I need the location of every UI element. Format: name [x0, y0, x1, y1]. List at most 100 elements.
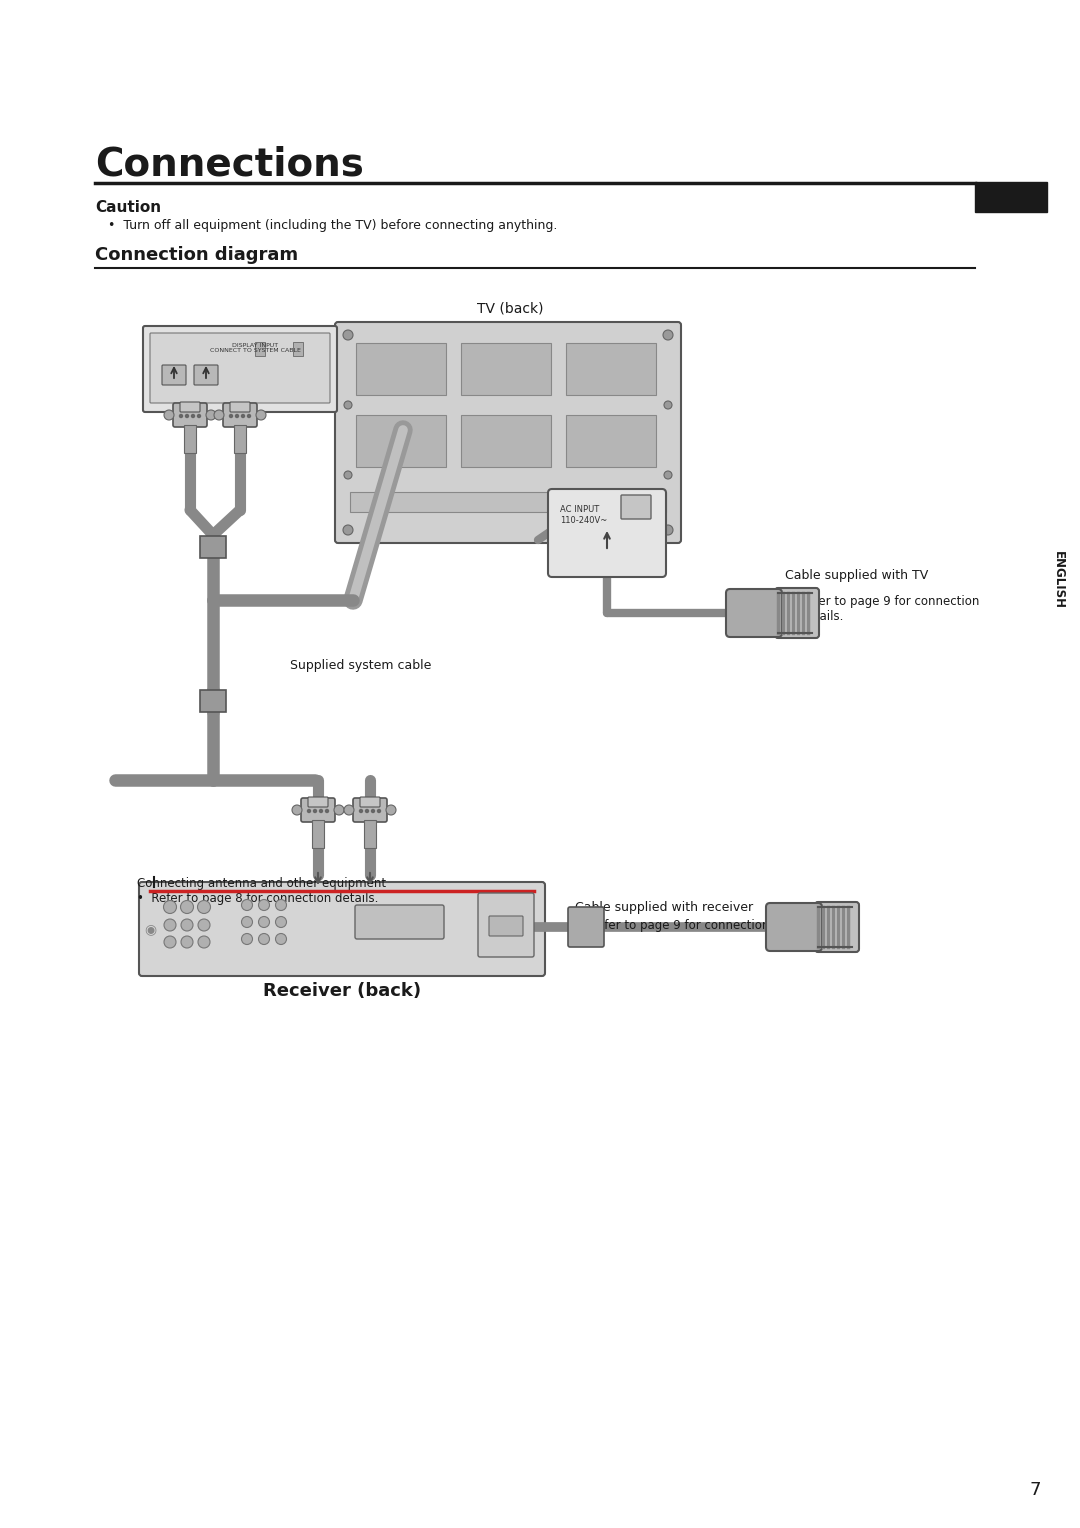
Circle shape: [372, 810, 375, 813]
Text: AC INPUT
110-240V~: AC INPUT 110-240V~: [561, 506, 607, 524]
Text: Caution: Caution: [95, 200, 161, 215]
Circle shape: [164, 937, 176, 947]
FancyBboxPatch shape: [222, 403, 257, 426]
Text: Connections: Connections: [95, 147, 364, 183]
FancyBboxPatch shape: [162, 365, 186, 385]
FancyBboxPatch shape: [355, 905, 444, 940]
FancyBboxPatch shape: [775, 588, 819, 639]
FancyBboxPatch shape: [194, 365, 218, 385]
FancyBboxPatch shape: [621, 495, 651, 520]
Circle shape: [164, 918, 176, 931]
Circle shape: [186, 414, 189, 417]
Circle shape: [180, 900, 193, 914]
Bar: [234, 425, 246, 452]
Bar: [350, 492, 666, 512]
Text: ENGLISH: ENGLISH: [1052, 552, 1065, 610]
FancyBboxPatch shape: [360, 798, 380, 807]
Circle shape: [242, 917, 253, 927]
Bar: [461, 416, 551, 468]
FancyBboxPatch shape: [143, 325, 337, 413]
Circle shape: [360, 810, 363, 813]
Circle shape: [258, 900, 270, 911]
Circle shape: [191, 414, 194, 417]
Text: Cable supplied with TV: Cable supplied with TV: [785, 570, 928, 582]
Circle shape: [275, 917, 286, 927]
Circle shape: [292, 805, 302, 814]
Bar: [255, 342, 265, 356]
Circle shape: [242, 900, 253, 911]
Text: •  Refer to page 9 for connection details.: • Refer to page 9 for connection details…: [575, 918, 816, 932]
FancyBboxPatch shape: [478, 892, 534, 957]
FancyBboxPatch shape: [766, 903, 822, 950]
Bar: [312, 821, 324, 848]
Circle shape: [345, 400, 352, 410]
Bar: [293, 342, 303, 356]
Text: •  Turn off all equipment (including the TV) before connecting anything.: • Turn off all equipment (including the …: [108, 220, 557, 232]
Bar: [356, 342, 446, 396]
Bar: [975, 182, 1047, 212]
FancyBboxPatch shape: [815, 902, 859, 952]
Circle shape: [242, 934, 253, 944]
FancyBboxPatch shape: [568, 908, 604, 947]
Circle shape: [345, 805, 354, 814]
Bar: [200, 536, 226, 558]
Text: ◉: ◉: [144, 921, 157, 937]
Text: DISPLAY INPUT
CONNECT TO SYSTEM CABLE: DISPLAY INPUT CONNECT TO SYSTEM CABLE: [210, 342, 300, 353]
FancyBboxPatch shape: [726, 588, 782, 637]
Circle shape: [247, 414, 251, 417]
Circle shape: [664, 471, 672, 478]
Text: Supplied system cable: Supplied system cable: [291, 659, 431, 671]
FancyBboxPatch shape: [301, 798, 335, 822]
FancyBboxPatch shape: [139, 882, 545, 976]
Circle shape: [258, 934, 270, 944]
Circle shape: [229, 414, 232, 417]
FancyBboxPatch shape: [180, 402, 200, 413]
Text: •  Refer to page 9 for connection
    details.: • Refer to page 9 for connection details…: [785, 594, 980, 623]
Circle shape: [256, 410, 266, 420]
Circle shape: [235, 414, 239, 417]
Circle shape: [242, 414, 244, 417]
Circle shape: [345, 471, 352, 478]
Circle shape: [343, 526, 353, 535]
Circle shape: [343, 330, 353, 341]
FancyBboxPatch shape: [353, 798, 387, 822]
Circle shape: [320, 810, 323, 813]
FancyBboxPatch shape: [150, 333, 330, 403]
Bar: [184, 425, 195, 452]
Text: Receiver (back): Receiver (back): [262, 983, 421, 999]
Circle shape: [334, 805, 345, 814]
FancyBboxPatch shape: [335, 322, 681, 542]
Bar: [356, 416, 446, 468]
Circle shape: [664, 400, 672, 410]
Text: Cable supplied with receiver: Cable supplied with receiver: [575, 900, 753, 914]
Bar: [566, 342, 656, 396]
FancyBboxPatch shape: [230, 402, 249, 413]
Circle shape: [198, 900, 211, 914]
Text: TV (back): TV (back): [476, 301, 543, 315]
Circle shape: [179, 414, 183, 417]
Circle shape: [378, 810, 380, 813]
FancyBboxPatch shape: [489, 915, 523, 937]
Circle shape: [214, 410, 224, 420]
Circle shape: [386, 805, 396, 814]
FancyBboxPatch shape: [308, 798, 328, 807]
Bar: [566, 416, 656, 468]
Circle shape: [313, 810, 316, 813]
Circle shape: [181, 937, 193, 947]
Circle shape: [663, 526, 673, 535]
Bar: [461, 342, 551, 396]
Bar: [200, 691, 226, 712]
Circle shape: [325, 810, 328, 813]
FancyBboxPatch shape: [173, 403, 207, 426]
Circle shape: [275, 934, 286, 944]
Text: Connecting antenna and other equipment
•  Refer to page 8 for connection details: Connecting antenna and other equipment •…: [137, 877, 387, 905]
Circle shape: [258, 917, 270, 927]
Circle shape: [198, 937, 210, 947]
Circle shape: [365, 810, 368, 813]
Circle shape: [198, 414, 201, 417]
Circle shape: [663, 330, 673, 341]
Text: 7: 7: [1029, 1481, 1041, 1499]
Circle shape: [275, 900, 286, 911]
Circle shape: [206, 410, 216, 420]
Text: Connection diagram: Connection diagram: [95, 246, 298, 264]
